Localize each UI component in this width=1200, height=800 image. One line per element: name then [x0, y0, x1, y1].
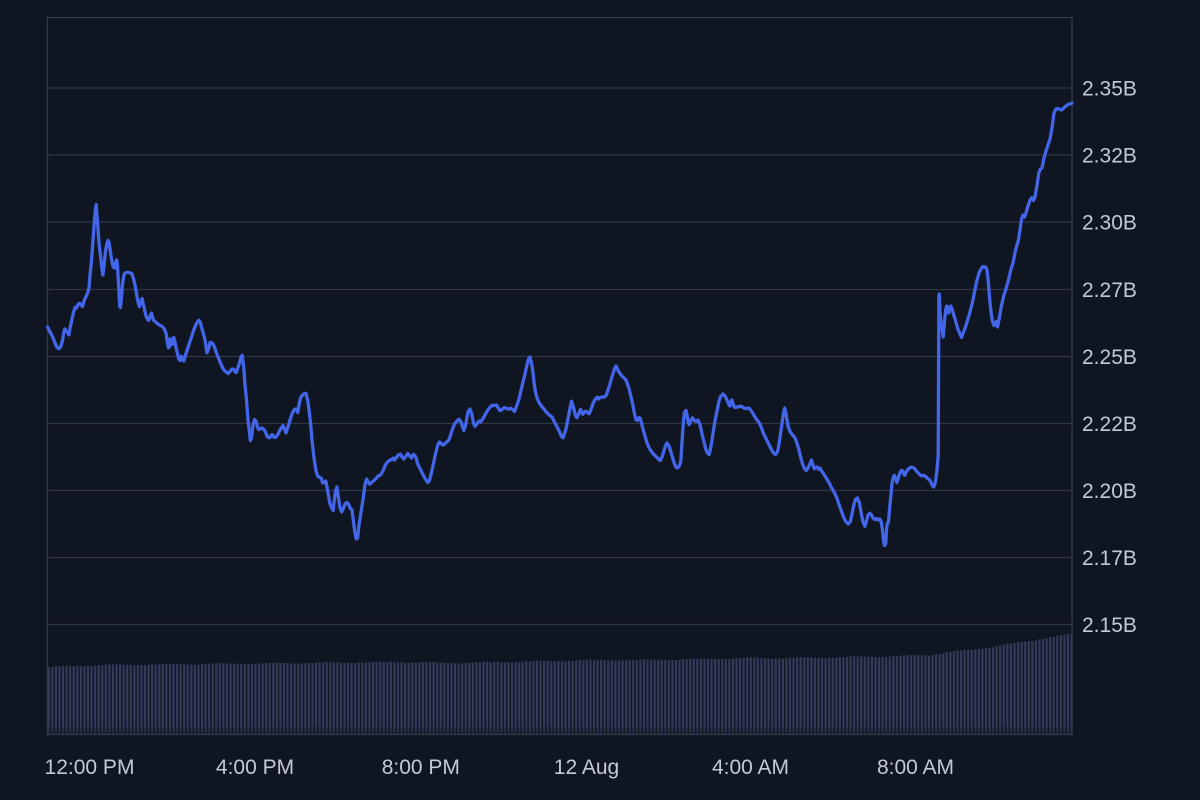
svg-text:2.22B: 2.22B — [1082, 413, 1137, 436]
svg-text:12 Aug: 12 Aug — [554, 756, 619, 779]
svg-text:4:00 PM: 4:00 PM — [216, 756, 294, 779]
svg-text:12:00 PM: 12:00 PM — [45, 756, 135, 779]
svg-text:2.15B: 2.15B — [1082, 614, 1137, 637]
svg-text:8:00 PM: 8:00 PM — [382, 756, 460, 779]
svg-text:4:00 AM: 4:00 AM — [712, 756, 789, 779]
svg-text:2.17B: 2.17B — [1082, 547, 1137, 570]
svg-text:2.27B: 2.27B — [1082, 279, 1137, 302]
svg-text:2.25B: 2.25B — [1082, 346, 1137, 369]
svg-text:2.20B: 2.20B — [1082, 480, 1137, 503]
svg-text:2.30B: 2.30B — [1082, 211, 1137, 234]
svg-text:2.35B: 2.35B — [1082, 77, 1137, 100]
svg-text:8:00 AM: 8:00 AM — [877, 756, 954, 779]
svg-text:2.32B: 2.32B — [1082, 144, 1137, 167]
